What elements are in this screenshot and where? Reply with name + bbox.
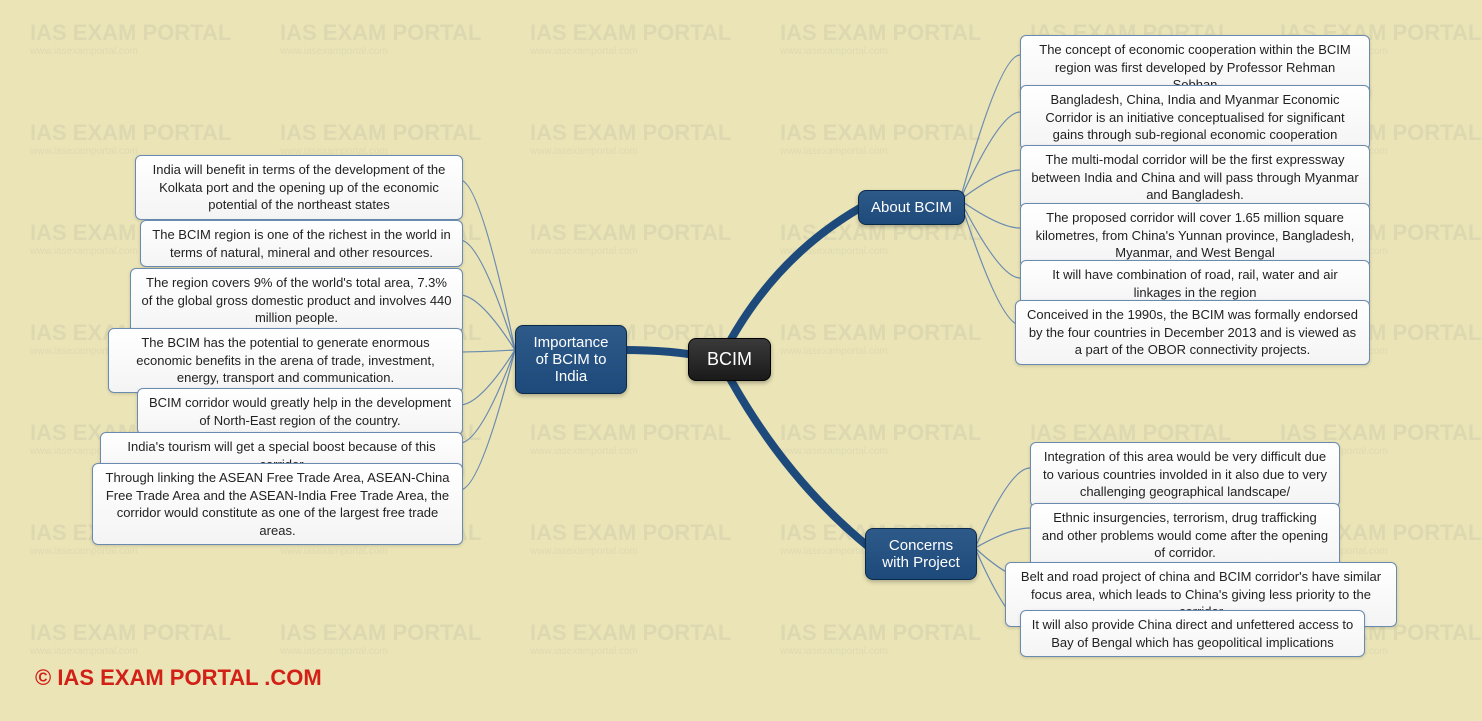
branch-importance: Importance of BCIM to India (515, 325, 627, 394)
leaf-concerns-0: Integration of this area would be very d… (1030, 442, 1340, 507)
branch-label: About BCIM (871, 199, 952, 216)
watermark: IAS EXAM PORTALwww.iasexamportal.com (530, 220, 731, 257)
watermark: IAS EXAM PORTALwww.iasexamportal.com (780, 120, 981, 157)
branch-about: About BCIM (858, 190, 965, 225)
watermark: IAS EXAM PORTALwww.iasexamportal.com (30, 620, 231, 657)
leaf-concerns-1: Ethnic insurgencies, terrorism, drug tra… (1030, 503, 1340, 568)
leaf-about-2: The multi-modal corridor will be the fir… (1020, 145, 1370, 210)
watermark: IAS EXAM PORTALwww.iasexamportal.com (780, 420, 981, 457)
watermark: IAS EXAM PORTALwww.iasexamportal.com (280, 120, 481, 157)
leaf-about-1: Bangladesh, China, India and Myanmar Eco… (1020, 85, 1370, 150)
branch-concerns: Concerns with Project (865, 528, 977, 580)
leaf-importance-4: BCIM corridor would greatly help in the … (137, 388, 463, 435)
leaf-importance-3: The BCIM has the potential to generate e… (108, 328, 463, 393)
leaf-importance-1: The BCIM region is one of the richest in… (140, 220, 463, 267)
watermark: IAS EXAM PORTALwww.iasexamportal.com (280, 20, 481, 57)
watermark: IAS EXAM PORTALwww.iasexamportal.com (780, 620, 981, 657)
center-node: BCIM (688, 338, 771, 381)
watermark: IAS EXAM PORTALwww.iasexamportal.com (530, 20, 731, 57)
center-label: BCIM (707, 349, 752, 369)
watermark: IAS EXAM PORTALwww.iasexamportal.com (530, 120, 731, 157)
watermark: IAS EXAM PORTALwww.iasexamportal.com (530, 620, 731, 657)
watermark: IAS EXAM PORTALwww.iasexamportal.com (30, 120, 231, 157)
leaf-importance-6: Through linking the ASEAN Free Trade Are… (92, 463, 463, 545)
copyright-text: © IAS EXAM PORTAL .COM (35, 665, 322, 691)
watermark: IAS EXAM PORTALwww.iasexamportal.com (280, 620, 481, 657)
watermark: IAS EXAM PORTALwww.iasexamportal.com (780, 220, 981, 257)
branch-label: Concerns with Project (882, 537, 960, 571)
watermark: IAS EXAM PORTALwww.iasexamportal.com (780, 20, 981, 57)
watermark: IAS EXAM PORTALwww.iasexamportal.com (530, 520, 731, 557)
leaf-importance-2: The region covers 9% of the world's tota… (130, 268, 463, 333)
leaf-concerns-3: It will also provide China direct and un… (1020, 610, 1365, 657)
leaf-importance-0: India will benefit in terms of the devel… (135, 155, 463, 220)
leaf-about-3: The proposed corridor will cover 1.65 mi… (1020, 203, 1370, 268)
watermark: IAS EXAM PORTALwww.iasexamportal.com (530, 420, 731, 457)
watermark: IAS EXAM PORTALwww.iasexamportal.com (30, 20, 231, 57)
watermark: IAS EXAM PORTALwww.iasexamportal.com (780, 320, 981, 357)
branch-label: Importance of BCIM to India (533, 334, 608, 385)
leaf-about-5: Conceived in the 1990s, the BCIM was for… (1015, 300, 1370, 365)
